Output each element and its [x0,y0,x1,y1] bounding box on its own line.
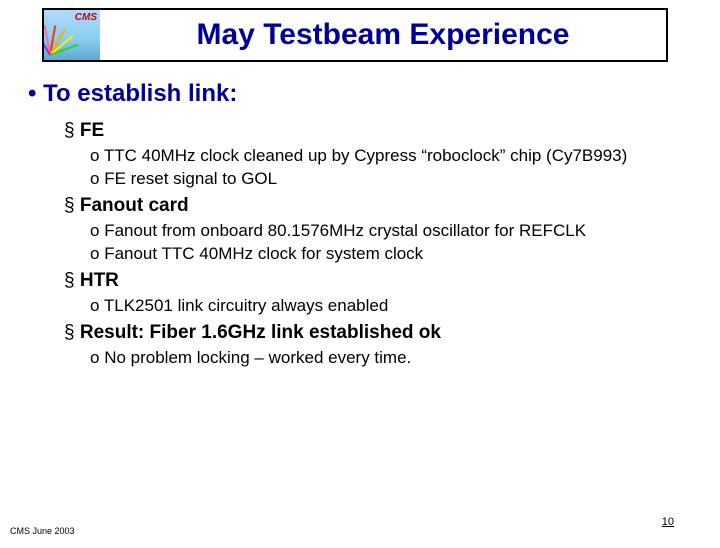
list-item: TTC 40MHz clock cleaned up by Cypress “r… [90,146,710,166]
section-heading: Result: Fiber 1.6GHz link established ok [64,322,710,344]
slide-title: May Testbeam Experience [100,10,666,60]
list-item: No problem locking – worked every time. [90,348,710,368]
page-number: 10 [662,516,674,528]
list-item: FE reset signal to GOL [90,169,710,189]
slide-content: To establish link: FE TTC 40MHz clock cl… [0,62,720,368]
list-item: Fanout TTC 40MHz clock for system clock [90,244,710,264]
logo-burst-icon [44,25,79,60]
section-heading: HTR [64,270,710,292]
list-item: Fanout from onboard 80.1576MHz crystal o… [90,221,710,241]
title-bar: CMS May Testbeam Experience [42,8,668,62]
footer-left: CMS June 2003 [10,526,75,536]
logo-label: CMS [75,12,97,23]
main-heading: To establish link: [22,80,710,108]
cms-logo: CMS [44,10,100,60]
list-item: TLK2501 link circuitry always enabled [90,296,710,316]
section-heading: Fanout card [64,195,710,217]
section-heading: FE [64,120,710,142]
